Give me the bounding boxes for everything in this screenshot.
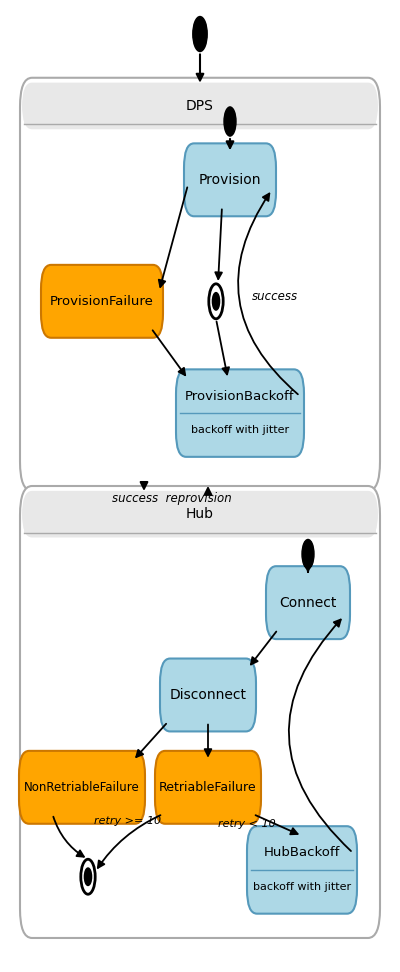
FancyBboxPatch shape bbox=[41, 265, 163, 338]
FancyBboxPatch shape bbox=[20, 78, 380, 491]
Circle shape bbox=[81, 859, 95, 894]
Text: RetriableFailure: RetriableFailure bbox=[159, 781, 257, 794]
FancyBboxPatch shape bbox=[19, 750, 145, 824]
FancyBboxPatch shape bbox=[184, 144, 276, 217]
Circle shape bbox=[302, 539, 314, 569]
Text: success: success bbox=[252, 290, 298, 303]
Text: NonRetriableFailure: NonRetriableFailure bbox=[24, 781, 140, 794]
Circle shape bbox=[212, 293, 220, 310]
Bar bbox=[24, 106, 376, 124]
Text: success  reprovision: success reprovision bbox=[112, 492, 232, 505]
Text: retry >= 10: retry >= 10 bbox=[94, 816, 161, 826]
Text: DPS: DPS bbox=[186, 99, 214, 113]
Text: backoff with jitter: backoff with jitter bbox=[253, 882, 351, 892]
Circle shape bbox=[209, 284, 223, 319]
Text: retry < 10: retry < 10 bbox=[218, 819, 276, 829]
Text: Disconnect: Disconnect bbox=[170, 688, 246, 702]
Text: HubBackoff: HubBackoff bbox=[264, 847, 340, 859]
Text: ProvisionFailure: ProvisionFailure bbox=[50, 295, 154, 308]
Circle shape bbox=[193, 17, 207, 52]
Text: ProvisionBackoff: ProvisionBackoff bbox=[185, 390, 295, 402]
Circle shape bbox=[84, 868, 92, 885]
Text: backoff with jitter: backoff with jitter bbox=[191, 425, 289, 435]
FancyBboxPatch shape bbox=[155, 750, 261, 824]
FancyBboxPatch shape bbox=[247, 826, 357, 914]
Circle shape bbox=[224, 107, 236, 136]
FancyBboxPatch shape bbox=[20, 486, 380, 938]
FancyBboxPatch shape bbox=[176, 369, 304, 457]
FancyBboxPatch shape bbox=[22, 83, 378, 129]
FancyBboxPatch shape bbox=[266, 566, 350, 640]
Text: Connect: Connect bbox=[279, 596, 337, 609]
Bar bbox=[24, 514, 376, 533]
Text: Hub: Hub bbox=[186, 507, 214, 521]
Text: Provision: Provision bbox=[199, 173, 261, 187]
FancyBboxPatch shape bbox=[22, 491, 378, 538]
FancyBboxPatch shape bbox=[160, 659, 256, 732]
